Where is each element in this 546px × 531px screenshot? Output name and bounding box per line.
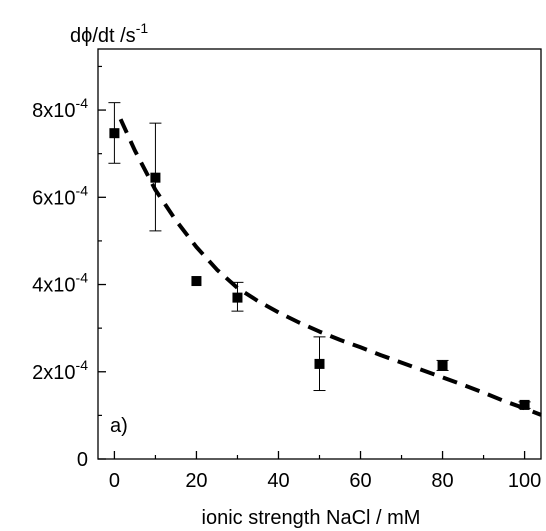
plot-frame: [97, 48, 542, 460]
data-point: [232, 292, 243, 303]
y-tick-label: 4x10-4: [32, 270, 88, 297]
y-tick-label-exponent: -4: [76, 270, 89, 286]
y-tick-label-base: 4x10: [32, 275, 75, 297]
x-axis-title: ionic strength NaCl / mM: [202, 507, 421, 529]
x-tick-label: 60: [349, 470, 371, 492]
y-axis-title: dϕ/dt /s-1: [70, 20, 148, 47]
y-axis-title-superscript: -1: [136, 20, 149, 36]
y-tick-label-exponent: -4: [76, 182, 89, 198]
x-tick-label: 40: [267, 470, 289, 492]
x-axis-ticks: 0 20 40 60 80 100: [109, 451, 541, 492]
y-axis-title-text: dϕ/dt /s: [70, 25, 136, 47]
y-tick-label: 8x10-4: [32, 95, 88, 122]
data-point: [437, 360, 448, 371]
y-tick-label: 0: [77, 449, 88, 471]
y-tick-label-base: 8x10: [32, 100, 75, 122]
data-point: [109, 128, 120, 139]
data-point: [150, 172, 161, 183]
x-tick-label: 80: [431, 470, 453, 492]
y-tick-label-base: 6x10: [32, 187, 75, 209]
y-tick-label-exponent: -4: [76, 95, 89, 111]
data-points: [109, 128, 530, 410]
data-point: [519, 399, 530, 410]
panel-label: a): [110, 415, 128, 437]
y-tick-label: 2x10-4: [32, 357, 88, 384]
y-tick-label-base: 2x10: [32, 362, 75, 384]
data-point: [314, 358, 325, 369]
fit-curve-group: [118, 118, 542, 417]
x-tick-label: 100: [508, 470, 541, 492]
y-tick-label-base: 0: [77, 449, 88, 471]
y-tick-label-exponent: -4: [76, 357, 89, 373]
x-tick-label: 0: [109, 470, 120, 492]
fit-curve: [118, 118, 542, 417]
x-tick-label: 20: [185, 470, 207, 492]
data-point: [191, 276, 202, 287]
y-tick-label: 6x10-4: [32, 182, 88, 209]
